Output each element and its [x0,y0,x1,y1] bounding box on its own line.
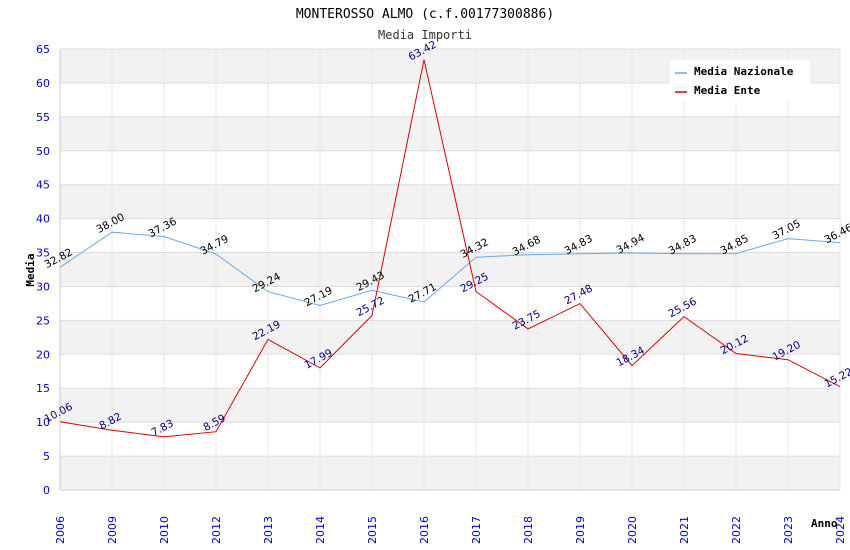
grid-band [60,252,840,287]
x-tick-label: 2016 [418,516,431,544]
data-label-ente: 25.56 [667,295,699,320]
grid-band [60,116,840,151]
x-tick-label: 2022 [730,516,743,544]
chart-subtitle: Media Importi [378,28,472,42]
y-tick-label: 10 [36,416,50,429]
x-tick-label: 2013 [262,516,275,544]
x-tick-label: 2023 [782,516,795,544]
y-tick-label: 25 [36,314,50,327]
y-tick-label: 30 [36,280,50,293]
x-tick-label: 2010 [158,516,171,544]
y-axis-label: Media [24,253,37,286]
legend-label-ente: Media Ente [694,84,761,97]
x-tick-label: 2019 [574,516,587,544]
x-tick-labels: 2006 2009 2010 2012 2013 2014 2015 2016 2017 2018… [54,516,847,544]
x-tick-label: 2018 [522,516,535,544]
y-tick-labels: 0 5 10 15 20 25 30 35 40 45 50 55 60 65 [36,43,50,497]
y-tick-label: 35 [36,247,50,260]
gridlines [59,48,841,491]
legend-box [670,60,810,102]
y-tick-label: 50 [36,145,50,158]
legend-label-nazionale: Media Nazionale [694,65,794,78]
x-tick-label: 2009 [106,516,119,544]
x-tick-label: 2021 [678,516,691,544]
grid-band [60,184,840,219]
x-tick-label: 2012 [210,516,223,544]
x-axis-label: Anno [811,517,838,530]
y-tick-label: 55 [36,111,50,124]
grid-band [60,388,840,423]
y-tick-label: 20 [36,348,50,361]
x-tick-label: 2020 [626,516,639,544]
x-tick-label: 2015 [366,516,379,544]
grid-band [60,320,840,355]
grid-bands [60,49,840,490]
x-tick-label: 2014 [314,516,327,544]
series-line-ente [59,59,841,438]
series-line-nazionale [59,231,841,307]
chart-title: MONTEROSSO ALMO (c.f.00177300886) [296,7,554,22]
y-tick-label: 5 [43,450,50,463]
x-tick-label: 2024 [834,516,847,544]
legend: Media Nazionale Media Ente [670,60,810,102]
y-tick-label: 60 [36,77,50,90]
x-tick-label: 2006 [54,516,67,544]
axes [59,49,840,491]
y-tick-label: 0 [43,484,50,497]
data-label-ente: 25.72 [355,294,387,319]
y-tick-label: 65 [36,43,50,56]
series-lines [59,59,841,438]
data-label-ente: 15.22 [823,366,850,391]
x-tick-label: 2017 [470,516,483,544]
y-tick-label: 15 [36,382,50,395]
y-tick-label: 40 [36,213,50,226]
y-tick-label: 45 [36,179,50,192]
grid-band [60,456,840,490]
